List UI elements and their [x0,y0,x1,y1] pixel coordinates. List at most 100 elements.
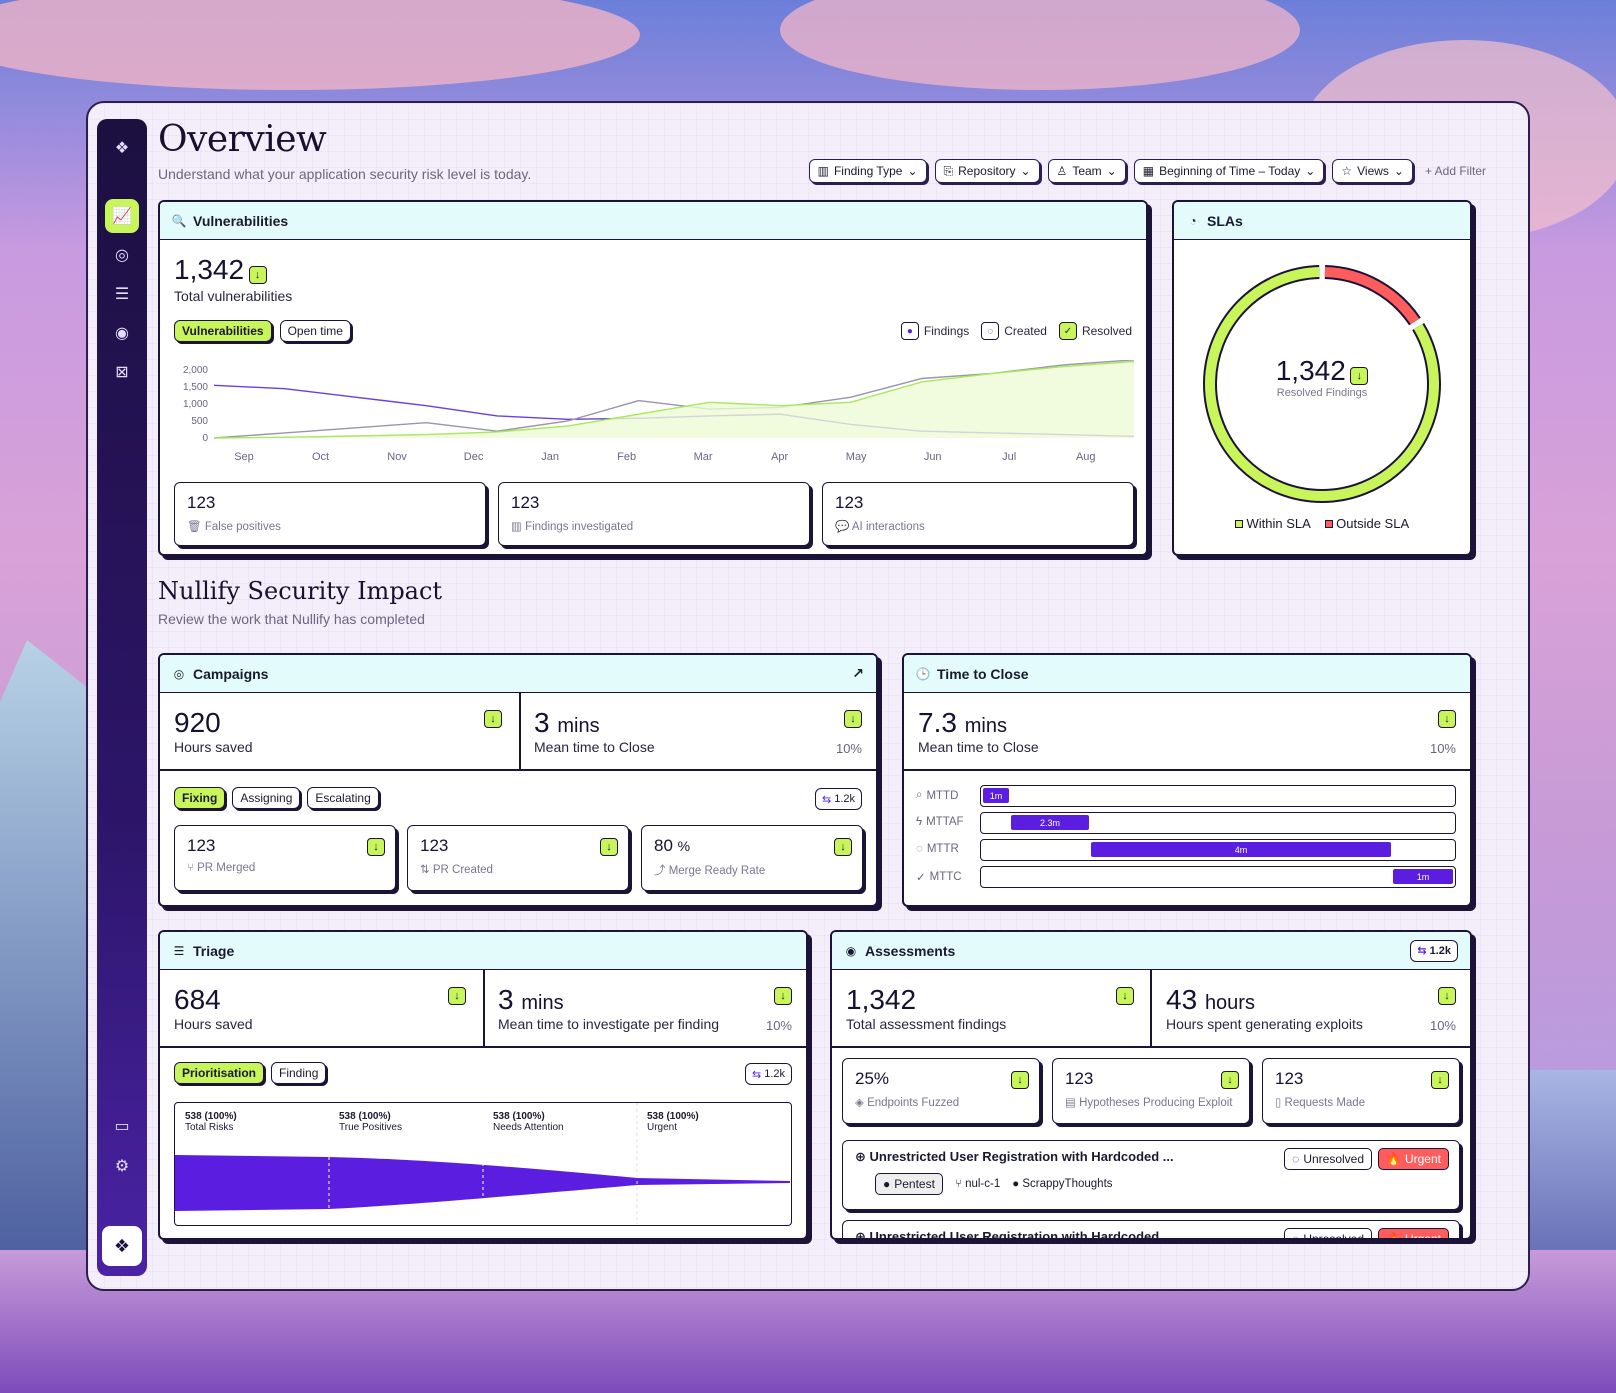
bar-mttc[interactable]: ✓ MTTC 1m [916,866,1456,888]
x-tick-label: Dec [464,451,484,463]
ttc-value: 7.3 [918,707,957,738]
table-icon: ▤ [1065,1097,1076,1109]
tab-fixing[interactable]: Fixing [174,787,226,809]
status-badge: ◌ Unresolved [1284,1148,1373,1170]
bar-mttr[interactable]: ◌ MTTR 4m [916,839,1456,861]
chevron-down-icon: ⌄ [1106,164,1117,178]
arrow-down-icon: ↓ [448,987,466,1005]
stat-pr-created[interactable]: 123 ⇅ PR Created ↓ [407,825,629,891]
within-sla-arc [1205,267,1439,501]
percent-change: 10% [1429,1018,1456,1033]
add-filter-button[interactable]: + Add Filter [1424,164,1486,178]
page-subtitle: Understand what your application securit… [158,166,532,182]
stat-requests-made[interactable]: 123 ▯ Requests Made ↓ [1262,1058,1460,1124]
arrow-down-icon: ↓ [1350,366,1369,385]
chart-icon[interactable]: 📈 [105,199,139,233]
tab-assigning[interactable]: Assigning [232,787,301,809]
finding-row[interactable]: ⊕ Unrestricted User Registration with Ha… [842,1220,1460,1238]
tab-finding[interactable]: Finding [271,1062,327,1084]
workspace-logo-button[interactable]: ❖ [102,1226,142,1266]
x-tick-label: Feb [617,451,636,463]
legend-resolved[interactable]: ✓ Resolved [1058,322,1132,340]
x-tick-label: Apr [771,451,788,463]
chart-legend: ● Findings ◌ Created ✓ Resolved [889,322,1132,340]
dashed-circle-icon: ◌ [916,843,923,855]
arrow-down-icon: ↓ [1221,1071,1239,1089]
search-icon: 🔍 [171,213,187,228]
stat-ai-interactions[interactable]: 123 💬 AI interactions [822,482,1134,546]
funnel-stage-true-positives: 538 (100%) True Positives [339,1111,402,1133]
star-icon: ☆ [1341,164,1353,178]
tab-vulnerabilities[interactable]: Vulnerabilities [174,320,272,342]
assessment-findings-value: 1,342 [846,984,917,1015]
hours-saved-label: Hours saved [174,1016,253,1032]
filter-repository[interactable]: ⎘ Repository ⌄ [934,159,1040,183]
stat-findings-investigated[interactable]: 123 ▥ Findings investigated [498,482,810,546]
hours-saved-label: Hours saved [174,739,253,755]
tab-escalating[interactable]: Escalating [307,787,379,809]
legend-findings[interactable]: ● Findings [900,322,969,340]
dashed-circle-icon: ◌ [981,322,1000,340]
finding-row[interactable]: ⊕ Unrestricted User Registration with Ha… [842,1140,1460,1210]
radar-icon[interactable]: ◉ [115,325,129,342]
arrow-down-icon: ↓ [1116,987,1134,1005]
arrow-down-icon: ↓ [484,710,502,728]
trash-icon: 🗑 [187,521,202,533]
y-tick-label: 1,000 [183,399,208,410]
assessment-findings-label: Total assessment findings [846,1016,1007,1032]
gear-icon[interactable]: ⚙ [114,1158,130,1175]
stat-hypotheses[interactable]: 123 ▤ Hypotheses Producing Exploit ↓ [1052,1058,1250,1124]
x-tick-label: May [846,451,867,463]
arrow-down-icon: ↓ [248,265,267,284]
target-icon: ◎ [173,666,185,681]
nullify-logo-icon[interactable]: ❖ [114,140,130,157]
filter-views[interactable]: ☆ Views ⌄ [1332,159,1413,183]
assessments-card: ◉ Assessments ⇆ 1.2k 1,342 Total assessment … [830,930,1472,1240]
target-icon[interactable]: ◎ [115,247,129,264]
calendar-icon: ▦ [1142,164,1155,178]
filter-date-range[interactable]: ▦ Beginning of Time – Today ⌄ [1133,159,1325,183]
tab-open-time[interactable]: Open time [279,320,351,342]
sla-donut-chart [1203,265,1441,503]
close-box-icon[interactable]: ⊠ [115,364,129,381]
funnel-stage-needs-attention: 538 (100%) Needs Attention [493,1111,564,1133]
external-link-icon[interactable]: ↗ [852,665,864,681]
exploit-hours-value: 43 [1166,984,1198,1015]
section-subtitle: Review the work that Nullify has complet… [158,611,425,627]
github-icon: ● [883,1177,891,1191]
flame-icon: 🔥 [1386,1152,1401,1166]
bar-mttaf[interactable]: ϟ MTTAF 2.3m [916,812,1456,834]
bar-chart-icon: ▥ [511,521,522,533]
page-title: Overview [158,119,327,160]
y-tick-label: 1,500 [183,382,208,393]
app-window: ❖ 📈 ◎ ☰ ◉ ⊠ ▭ ⚙ ❖ Overview Understand wh… [86,101,1530,1291]
github-icon: ● [1012,1178,1020,1190]
funnel-shape [175,1103,790,1224]
background-cloud [780,0,1300,90]
finding-id: ⑂ nul-c-1 [954,1178,1001,1190]
card-title: Vulnerabilities [193,212,289,229]
triage-list-icon[interactable]: ☰ [114,286,130,303]
filter-finding-type[interactable]: ▥ Finding Type ⌄ [808,159,927,183]
tab-prioritisation[interactable]: Prioritisation [174,1062,265,1084]
legend-created[interactable]: ◌ Created [981,322,1047,340]
document-icon: ▯ [1275,1097,1282,1109]
stat-pr-merged[interactable]: 123 ⑂ PR Merged ↓ [174,825,396,891]
arrow-down-icon: ↓ [834,838,852,856]
bar-chart-icon: ▥ [817,164,829,178]
billing-icon[interactable]: ▭ [114,1118,130,1135]
x-tick-label: Nov [387,451,407,463]
filter-team[interactable]: ♙ Team ⌄ [1047,159,1126,183]
stat-false-positives[interactable]: 123 🗑 False positives [174,482,486,546]
stat-endpoints-fuzzed[interactable]: 25% ◈ Endpoints Fuzzed ↓ [842,1058,1040,1124]
bar-mttd[interactable]: ⌕ MTTD 1m [916,785,1456,807]
arrow-down-icon: ↓ [367,838,385,856]
legend-outside-sla: Outside SLA [1324,516,1409,531]
clock-icon: 🕒 [915,666,931,681]
filter-bar: ▥ Finding Type ⌄ ⎘ Repository ⌄ ♙ Team ⌄ ▦ Begi… [808,159,1486,183]
arrow-down-icon: ↓ [1438,710,1456,728]
stat-merge-ready-rate[interactable]: 80 % ⤴ Merge Ready Rate ↓ [641,825,863,891]
repo-icon: ⎘ [943,163,954,178]
count-badge: ⇆ 1.2k [1410,939,1458,962]
check-circle-icon: ✓ [916,872,926,884]
